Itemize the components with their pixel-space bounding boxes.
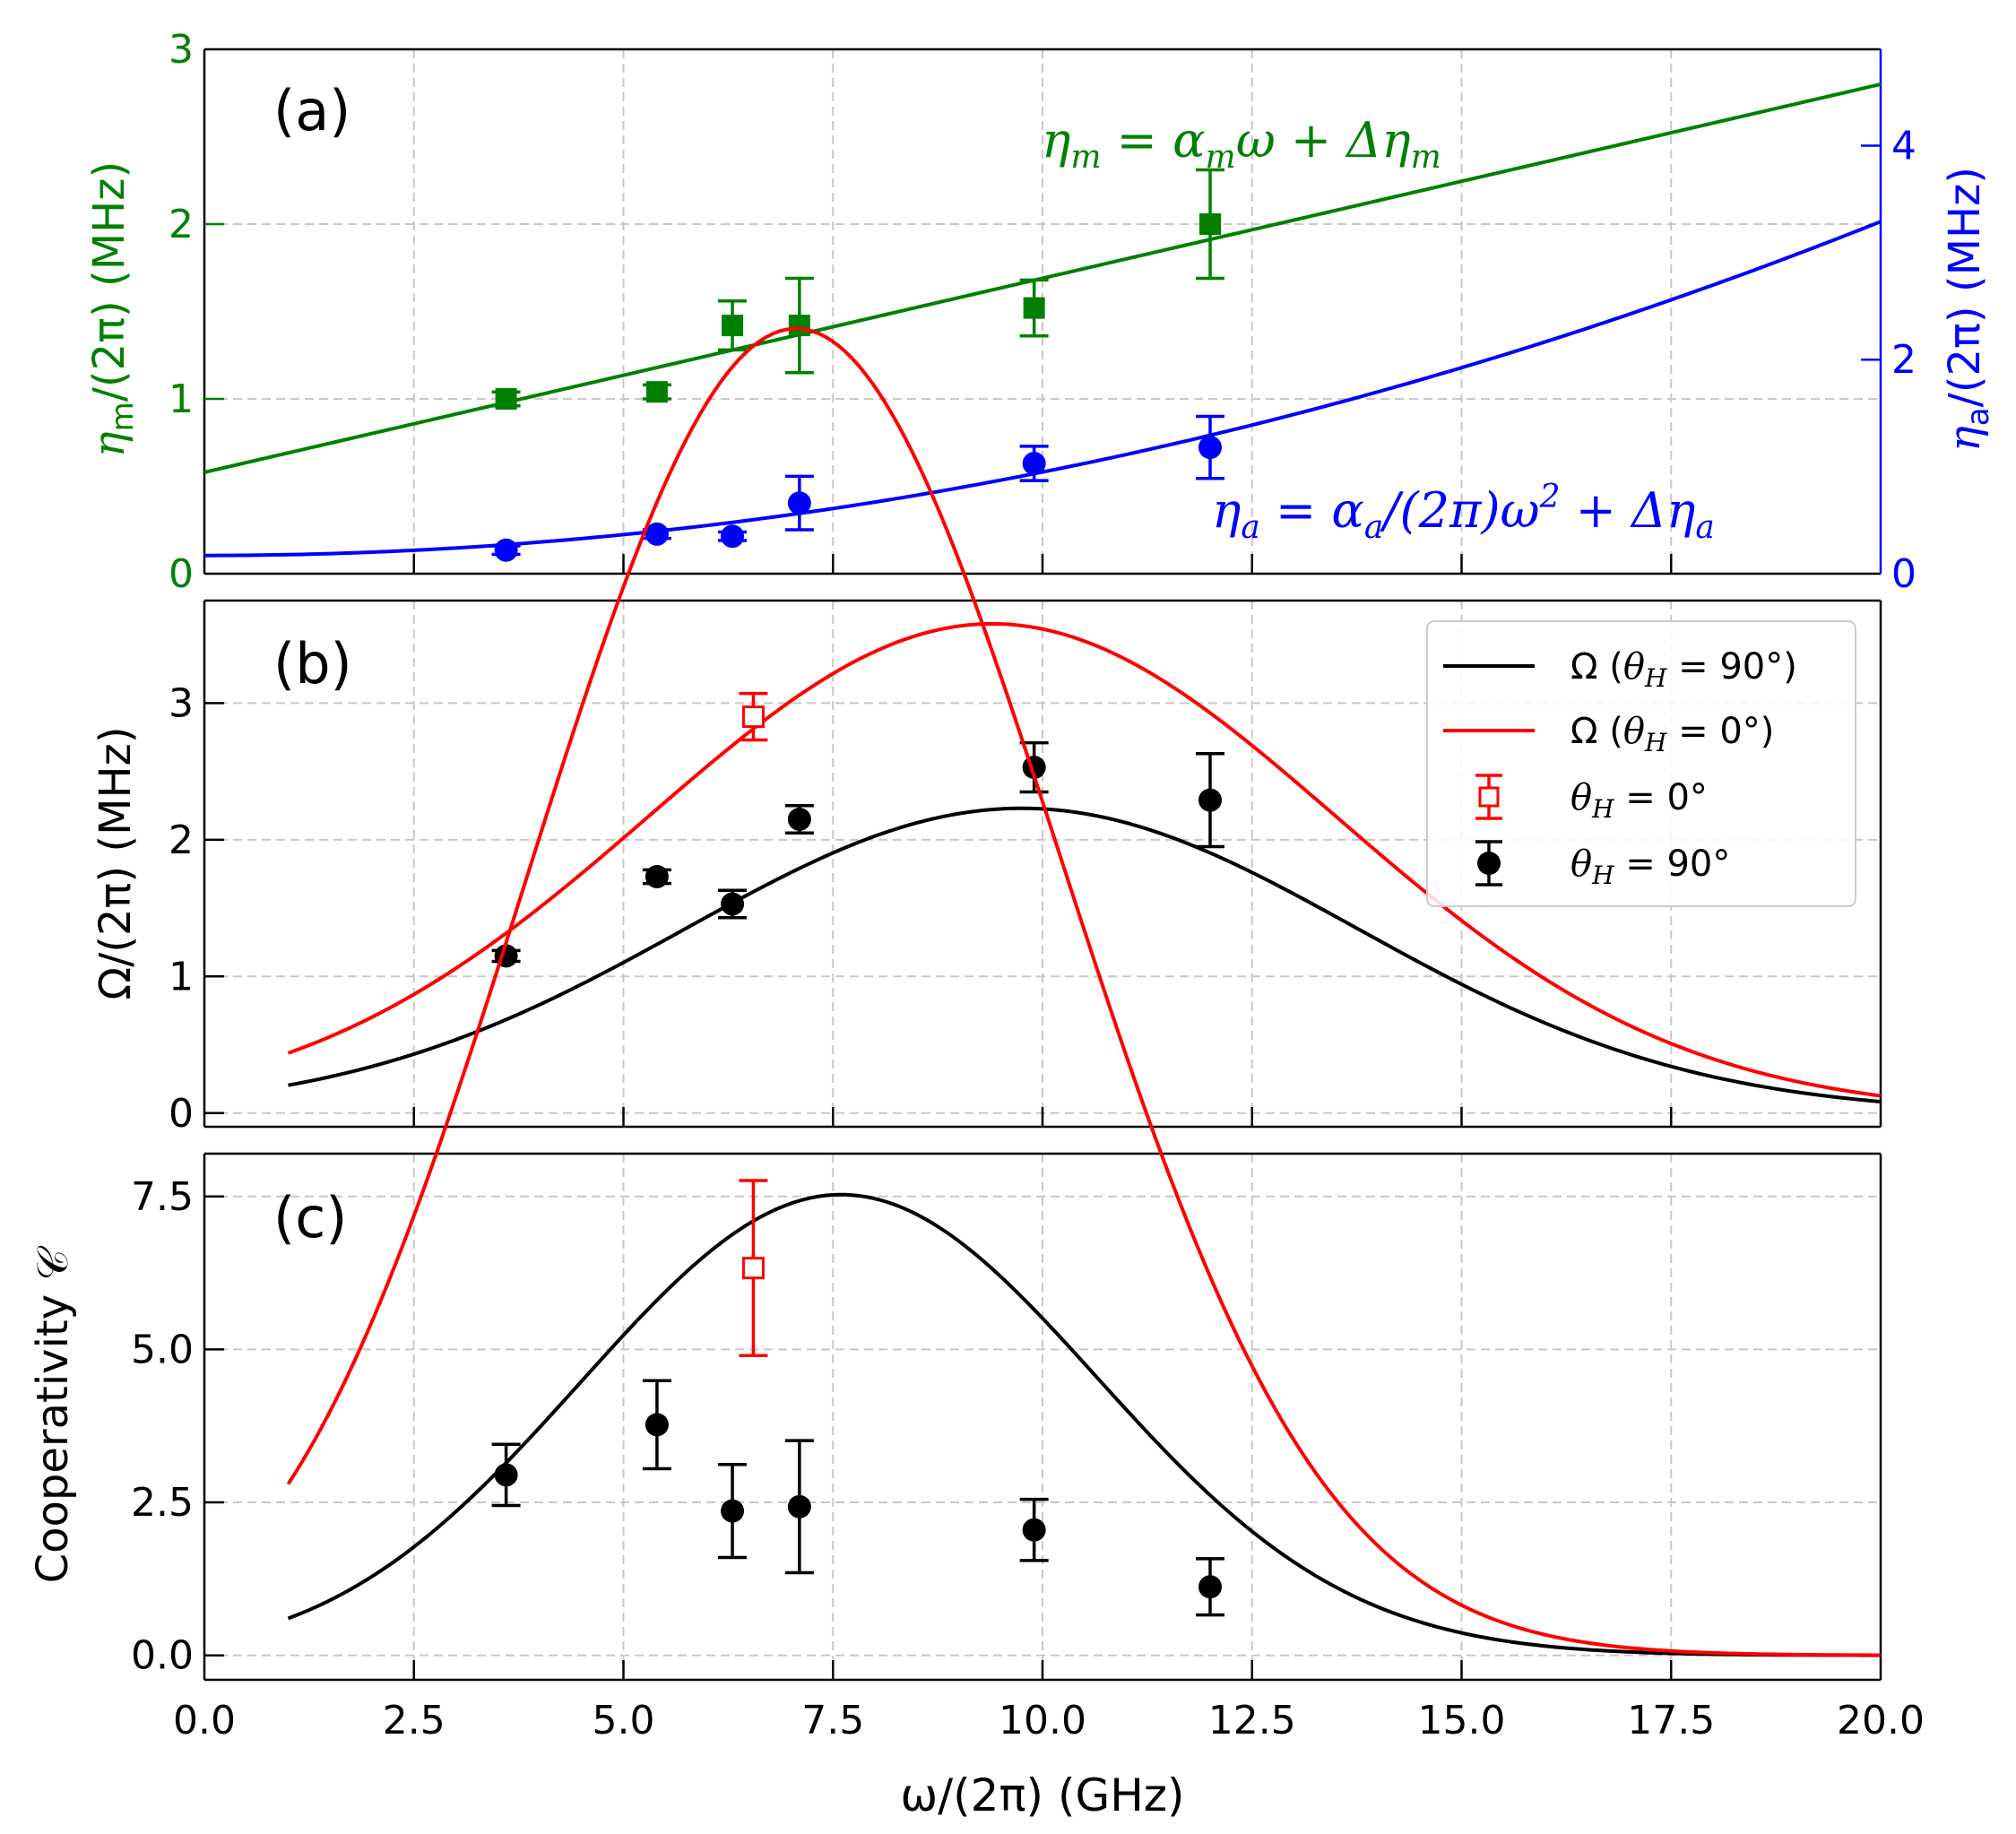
panel-c: 0.0 2.5 5.0 7.5 (c) Cooperativity 𝒞 0.0 2.5 5.0 7… bbox=[28, 326, 1925, 1821]
panel-label-c: (c) bbox=[273, 1185, 347, 1250]
data-point bbox=[722, 315, 744, 337]
y-tick-label: 0 bbox=[169, 551, 194, 597]
x-tick-label: 12.5 bbox=[1208, 1698, 1296, 1743]
data-point bbox=[1022, 1518, 1046, 1542]
data-point bbox=[787, 491, 811, 515]
y-tick-label: 5.0 bbox=[131, 1327, 194, 1372]
x-tick-label: 2.5 bbox=[383, 1698, 446, 1743]
y-tick-label: 2 bbox=[169, 202, 194, 247]
y-axis-label: Cooperativity 𝒞 bbox=[28, 1246, 78, 1584]
data-point bbox=[494, 538, 518, 562]
eta-a-fit-line bbox=[204, 220, 1882, 558]
data-point bbox=[1198, 1575, 1222, 1599]
data-point bbox=[1022, 452, 1046, 476]
x-tick-label: 7.5 bbox=[801, 1698, 864, 1743]
legend-marker bbox=[1477, 852, 1501, 875]
panel-label-a: (a) bbox=[273, 78, 350, 143]
y-tick-label: 2 bbox=[1891, 337, 1916, 383]
y-tick-label: 1 bbox=[169, 376, 194, 422]
data-point bbox=[645, 1413, 669, 1437]
legend: Ω (θH = 90°) Ω (θH = 0°) θH = 0° θH = 90° bbox=[1426, 620, 1856, 907]
legend-entry: θH = 90° bbox=[1570, 843, 1730, 890]
y-tick-label: 4 bbox=[1891, 123, 1916, 169]
eta-a-formula: ηa = αa/(2π)ω2 + Δηa bbox=[1212, 479, 1715, 546]
data-point bbox=[721, 524, 745, 549]
x-tick-label: 10.0 bbox=[999, 1698, 1086, 1743]
legend-marker bbox=[1478, 786, 1500, 808]
y-tick-label: 3 bbox=[169, 27, 194, 73]
panel-a: 0 1 2 3 0 2 4 (a) ηm = αmω + Δηm ηa = αa/(2π)ω2 +… bbox=[84, 27, 1996, 597]
data-point bbox=[741, 705, 765, 729]
data-point bbox=[788, 315, 810, 337]
data-point bbox=[495, 388, 517, 410]
coop-90-curve bbox=[287, 1192, 1882, 1657]
panel-label-b: (b) bbox=[273, 631, 352, 696]
y-tick-label: 0.0 bbox=[131, 1633, 194, 1679]
eta-m-fit-line bbox=[203, 82, 1882, 474]
data-point bbox=[721, 1499, 745, 1523]
eta-m-formula: ηm = αmω + Δηm bbox=[1042, 112, 1441, 176]
y-tick-label: 3 bbox=[169, 680, 194, 726]
legend-entry: Ω (θH = 0°) bbox=[1570, 711, 1774, 757]
y-tick-label: 2.5 bbox=[131, 1480, 194, 1526]
data-point bbox=[494, 1463, 518, 1487]
x-tick-label: 15.0 bbox=[1418, 1698, 1506, 1743]
data-point bbox=[645, 864, 669, 888]
data-point bbox=[1023, 297, 1045, 319]
data-point bbox=[787, 1494, 811, 1518]
data-point bbox=[721, 892, 745, 916]
legend-entry: Ω (θH = 90°) bbox=[1570, 646, 1797, 693]
y-axis-label-left: ηm/(2π) (MHz) bbox=[84, 161, 141, 457]
legend-entry: θH = 0° bbox=[1570, 777, 1708, 824]
data-point bbox=[741, 1257, 765, 1280]
x-tick-label: 0.0 bbox=[173, 1698, 236, 1743]
panel-b: 0 1 2 3 (b) Ω/(2π) (MHz) Ω (θH = 90°) Ω (θH = 0… bbox=[91, 599, 1882, 1137]
data-point bbox=[645, 381, 668, 403]
y-tick-label: 1 bbox=[169, 954, 194, 999]
data-point bbox=[645, 522, 669, 546]
data-point bbox=[1199, 213, 1221, 235]
data-point bbox=[787, 807, 811, 831]
y-tick-label: 0 bbox=[169, 1091, 194, 1137]
y-tick-label: 7.5 bbox=[131, 1174, 194, 1220]
y-axis-label: Ω/(2π) (MHz) bbox=[91, 726, 141, 999]
coop-0-curve bbox=[286, 326, 1882, 1657]
omega-90-curve bbox=[288, 806, 1882, 1103]
data-point bbox=[1198, 436, 1222, 460]
x-axis-label: ω/(2π) (GHz) bbox=[900, 1769, 1184, 1821]
omega-0-curve bbox=[287, 621, 1882, 1098]
legend-box bbox=[1426, 620, 1856, 907]
x-tick-label: 20.0 bbox=[1837, 1698, 1925, 1743]
x-tick-label: 5.0 bbox=[593, 1698, 655, 1743]
x-tick-label: 17.5 bbox=[1627, 1698, 1715, 1743]
data-point bbox=[1198, 788, 1222, 812]
y-tick-label: 2 bbox=[169, 818, 194, 863]
y-axis-label-right: ηa/(2π) (MHz) bbox=[1940, 167, 1996, 452]
y-tick-label: 0 bbox=[1891, 551, 1916, 597]
